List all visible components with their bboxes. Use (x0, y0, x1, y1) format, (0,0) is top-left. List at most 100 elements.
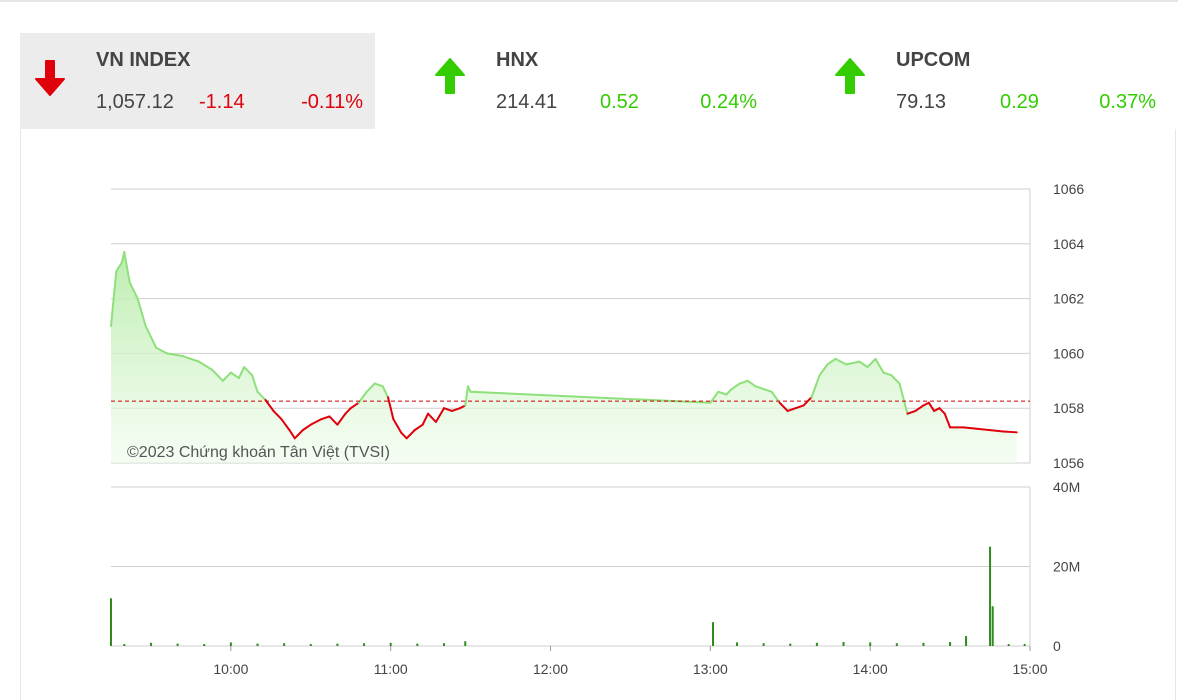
volume-tick-label: 0 (1053, 638, 1061, 654)
price-line-segment (357, 390, 368, 404)
price-line-segment (725, 388, 733, 396)
index-value: 1,057.12 (96, 91, 174, 113)
price-line-segment (466, 385, 472, 393)
price-line-segment (136, 297, 147, 327)
price-line-segment (746, 379, 757, 388)
price-tick-label: 1064 (1053, 236, 1084, 252)
price-tick-label: 1058 (1053, 400, 1084, 416)
volume-bar (1007, 644, 1010, 646)
price-line-segment (709, 390, 720, 404)
index-value: 214.41 (496, 91, 558, 113)
price-line-segment (834, 357, 848, 366)
time-tick-label: 10:00 (213, 661, 248, 677)
time-tick-label: 14:00 (853, 661, 888, 677)
volume-bar (842, 642, 845, 646)
price-line-segment (309, 418, 323, 426)
price-line-segment (898, 382, 909, 415)
price-line-segment (858, 360, 869, 369)
price-line-segment (400, 431, 408, 440)
price-line-segment (128, 281, 139, 300)
price-line-segment (469, 390, 712, 404)
price-line-segment (738, 379, 749, 385)
volume-bar (789, 643, 792, 646)
price-line-segment (826, 357, 837, 366)
arrow-up-icon (435, 58, 465, 94)
price-line-segment (320, 415, 331, 421)
volume-bar (123, 644, 126, 646)
index-card-upcom[interactable]: UPCOM 79.13 0.29 0.37% (820, 33, 1176, 129)
price-line-segment (365, 382, 376, 393)
price-line-segment (405, 429, 416, 440)
chart-panel: 1056 1058 1060 1062 1064 1066 0 20M 40M 10:00 11:0… (20, 129, 1176, 700)
price-line-segment (243, 366, 254, 377)
price-line-segment (845, 360, 861, 366)
volume-bar (416, 643, 419, 646)
price-line-segment (866, 357, 877, 369)
price-line-segment (914, 404, 925, 412)
price-line-segment (251, 374, 259, 393)
price-line-segment (762, 388, 773, 393)
price-line-segment (778, 401, 789, 412)
volume-bar (762, 643, 765, 646)
arrow-down-icon (35, 60, 65, 96)
price-line-segment (882, 371, 893, 377)
price-line-segment (426, 412, 437, 423)
price-line-segment (927, 401, 936, 412)
price-line-segment (938, 407, 946, 415)
volume-bar (464, 641, 467, 646)
volume-bar (991, 606, 994, 646)
price-line-segment (975, 427, 992, 432)
volume-tick-label: 20M (1053, 559, 1080, 575)
price-line-segment (344, 407, 352, 415)
price-tick-label: 1060 (1053, 345, 1084, 361)
price-line-segment (221, 371, 232, 382)
index-name: HNX (496, 49, 539, 71)
index-change: 0.52 (600, 91, 639, 113)
price-line-segment (256, 390, 267, 401)
price-tick-label: 1066 (1053, 181, 1084, 197)
volume-bar (110, 598, 112, 646)
price-line-segment (336, 412, 347, 426)
price-line-segment (434, 407, 445, 423)
index-percent: 0.37% (1099, 91, 1156, 113)
price-line-segment (272, 409, 283, 421)
time-tick-label: 13:00 (693, 661, 728, 677)
price-line-segment (962, 426, 978, 430)
volume-bar (229, 642, 232, 646)
volume-bar (815, 642, 818, 646)
volume-bar (965, 636, 968, 646)
index-percent: -0.11% (301, 91, 363, 113)
index-percent: 0.24% (700, 91, 757, 113)
volume-bar (309, 644, 312, 646)
price-tick-label: 1056 (1053, 455, 1084, 471)
volume-bar (363, 643, 366, 646)
price-tick-label: 1062 (1053, 291, 1084, 307)
price-area (111, 252, 1017, 463)
price-line-segment (442, 407, 453, 412)
volume-bar (389, 642, 392, 646)
volume-bar (989, 546, 992, 646)
volume-bar (283, 643, 286, 646)
top-divider (0, 0, 1178, 2)
index-card-vnindex[interactable]: VN INDEX 1,057.12 -1.14 -0.11% (20, 33, 375, 129)
price-line-segment (293, 429, 304, 440)
volume-bar (895, 643, 898, 646)
price-line-segment (381, 385, 390, 399)
volume-bar (949, 642, 952, 646)
volume-bar (442, 643, 445, 646)
index-value: 79.13 (896, 91, 947, 113)
volume-bar (869, 642, 872, 646)
volume-bar (256, 643, 259, 646)
price-line-segment (730, 382, 741, 391)
volume-bar (176, 643, 179, 646)
price-line-segment (387, 396, 395, 421)
price-line-segment (810, 374, 821, 399)
price-line-segment (110, 270, 118, 327)
price-line-segment (754, 385, 765, 391)
price-line-segment (155, 346, 168, 355)
volume-bar (712, 622, 715, 646)
index-card-hnx[interactable]: HNX 214.41 0.52 0.24% (420, 33, 775, 129)
time-tick-label: 15:00 (1012, 661, 1047, 677)
index-change: 0.29 (1000, 91, 1039, 113)
price-line-segment (301, 423, 312, 432)
